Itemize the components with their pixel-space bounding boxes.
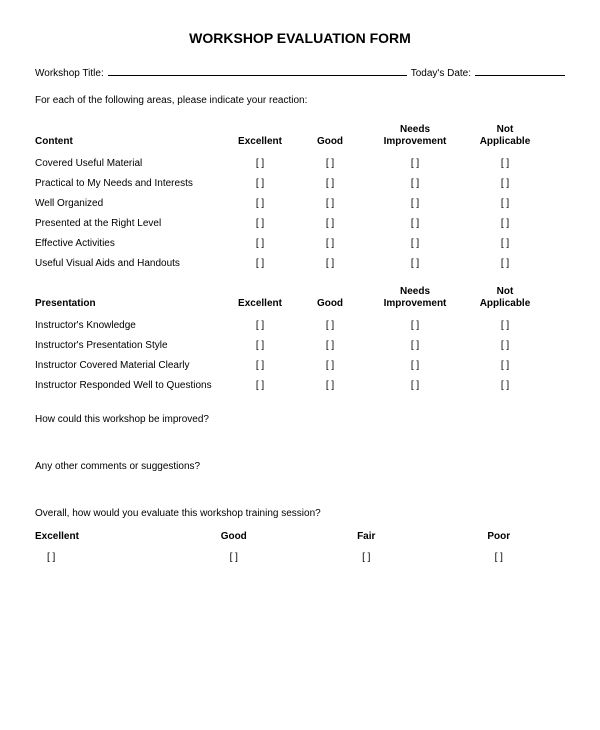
rating-checkbox[interactable]: [ ] — [225, 258, 295, 269]
rating-checkbox[interactable]: [ ] — [365, 340, 465, 351]
rating-checkbox[interactable]: [ ] — [365, 380, 465, 391]
question-improve: How could this workshop be improved? — [35, 414, 565, 425]
section-header: ContentExcellentGoodNeedsImprovementNotA… — [35, 124, 565, 148]
overall-checkbox-fair[interactable]: [ ] — [300, 552, 433, 563]
rating-checkbox[interactable]: [ ] — [225, 360, 295, 371]
rating-checkbox[interactable]: [ ] — [225, 178, 295, 189]
rating-checkbox[interactable]: [ ] — [295, 360, 365, 371]
rating-row: Useful Visual Aids and Handouts[ ][ ][ ]… — [35, 258, 565, 269]
rating-checkbox[interactable]: [ ] — [365, 320, 465, 331]
rating-column-header: NeedsImprovement — [365, 124, 465, 148]
rating-row: Instructor's Knowledge[ ][ ][ ][ ] — [35, 320, 565, 331]
date-input[interactable] — [475, 64, 565, 76]
overall-col-good: Good — [168, 531, 301, 542]
rating-column-header: Good — [295, 136, 365, 148]
rating-column-header: NeedsImprovement — [365, 286, 465, 310]
overall-checkbox-poor[interactable]: [ ] — [433, 552, 566, 563]
rating-checkbox[interactable]: [ ] — [295, 380, 365, 391]
rating-checkbox[interactable]: [ ] — [465, 380, 545, 391]
rating-row: Effective Activities[ ][ ][ ][ ] — [35, 238, 565, 249]
question-overall: Overall, how would you evaluate this wor… — [35, 508, 565, 519]
question-comments: Any other comments or suggestions? — [35, 461, 565, 472]
rating-column-header: Excellent — [225, 298, 295, 310]
rating-item-label: Covered Useful Material — [35, 158, 225, 169]
workshop-title-label: Workshop Title: — [35, 68, 104, 79]
overall-checkbox-row: [ ] [ ] [ ] [ ] — [35, 552, 565, 563]
rating-checkbox[interactable]: [ ] — [365, 258, 465, 269]
section-header: PresentationExcellentGoodNeedsImprovemen… — [35, 286, 565, 310]
section-heading: Content — [35, 136, 225, 148]
rating-column-header: NotApplicable — [465, 124, 545, 148]
rating-checkbox[interactable]: [ ] — [225, 158, 295, 169]
rating-checkbox[interactable]: [ ] — [295, 218, 365, 229]
rating-checkbox[interactable]: [ ] — [465, 360, 545, 371]
rating-checkbox[interactable]: [ ] — [465, 238, 545, 249]
rating-checkbox[interactable]: [ ] — [465, 218, 545, 229]
rating-checkbox[interactable]: [ ] — [365, 158, 465, 169]
rating-item-label: Useful Visual Aids and Handouts — [35, 258, 225, 269]
overall-checkbox-excellent[interactable]: [ ] — [35, 552, 168, 563]
rating-checkbox[interactable]: [ ] — [365, 218, 465, 229]
rating-checkbox[interactable]: [ ] — [225, 238, 295, 249]
rating-row: Instructor Covered Material Clearly[ ][ … — [35, 360, 565, 371]
rating-checkbox[interactable]: [ ] — [295, 178, 365, 189]
rating-checkbox[interactable]: [ ] — [295, 320, 365, 331]
section-heading: Presentation — [35, 298, 225, 310]
instruction-text: For each of the following areas, please … — [35, 95, 565, 106]
rating-checkbox[interactable]: [ ] — [295, 158, 365, 169]
overall-col-fair: Fair — [300, 531, 433, 542]
rating-checkbox[interactable]: [ ] — [225, 218, 295, 229]
rating-item-label: Instructor's Knowledge — [35, 320, 225, 331]
rating-checkbox[interactable]: [ ] — [465, 198, 545, 209]
rating-column-header: NotApplicable — [465, 286, 545, 310]
workshop-title-input[interactable] — [108, 64, 407, 76]
rating-row: Presented at the Right Level[ ][ ][ ][ ] — [35, 218, 565, 229]
rating-checkbox[interactable]: [ ] — [225, 340, 295, 351]
rating-column-header: Excellent — [225, 136, 295, 148]
overall-col-excellent: Excellent — [35, 531, 168, 542]
rating-item-label: Instructor Covered Material Clearly — [35, 360, 225, 371]
rating-column-header: Good — [295, 298, 365, 310]
rating-checkbox[interactable]: [ ] — [365, 178, 465, 189]
rating-checkbox[interactable]: [ ] — [295, 238, 365, 249]
rating-checkbox[interactable]: [ ] — [365, 238, 465, 249]
rating-item-label: Presented at the Right Level — [35, 218, 225, 229]
rating-checkbox[interactable]: [ ] — [225, 198, 295, 209]
rating-row: Covered Useful Material[ ][ ][ ][ ] — [35, 158, 565, 169]
rating-item-label: Practical to My Needs and Interests — [35, 178, 225, 189]
form-title: WORKSHOP EVALUATION FORM — [35, 30, 565, 46]
rating-item-label: Effective Activities — [35, 238, 225, 249]
rating-checkbox[interactable]: [ ] — [225, 320, 295, 331]
date-label: Today's Date: — [411, 68, 471, 79]
rating-checkbox[interactable]: [ ] — [465, 158, 545, 169]
overall-checkbox-good[interactable]: [ ] — [168, 552, 301, 563]
rating-item-label: Instructor Responded Well to Questions — [35, 380, 225, 391]
rating-row: Instructor Responded Well to Questions[ … — [35, 380, 565, 391]
rating-checkbox[interactable]: [ ] — [365, 360, 465, 371]
rating-checkbox[interactable]: [ ] — [465, 178, 545, 189]
rating-checkbox[interactable]: [ ] — [225, 380, 295, 391]
header-fields: Workshop Title: Today's Date: — [35, 64, 565, 79]
rating-checkbox[interactable]: [ ] — [465, 320, 545, 331]
rating-item-label: Well Organized — [35, 198, 225, 209]
rating-checkbox[interactable]: [ ] — [295, 340, 365, 351]
rating-row: Instructor's Presentation Style[ ][ ][ ]… — [35, 340, 565, 351]
overall-header-row: Excellent Good Fair Poor — [35, 531, 565, 542]
overall-col-poor: Poor — [433, 531, 566, 542]
rating-checkbox[interactable]: [ ] — [365, 198, 465, 209]
rating-checkbox[interactable]: [ ] — [295, 198, 365, 209]
rating-item-label: Instructor's Presentation Style — [35, 340, 225, 351]
rating-checkbox[interactable]: [ ] — [465, 258, 545, 269]
rating-checkbox[interactable]: [ ] — [295, 258, 365, 269]
rating-row: Practical to My Needs and Interests[ ][ … — [35, 178, 565, 189]
rating-checkbox[interactable]: [ ] — [465, 340, 545, 351]
rating-row: Well Organized[ ][ ][ ][ ] — [35, 198, 565, 209]
